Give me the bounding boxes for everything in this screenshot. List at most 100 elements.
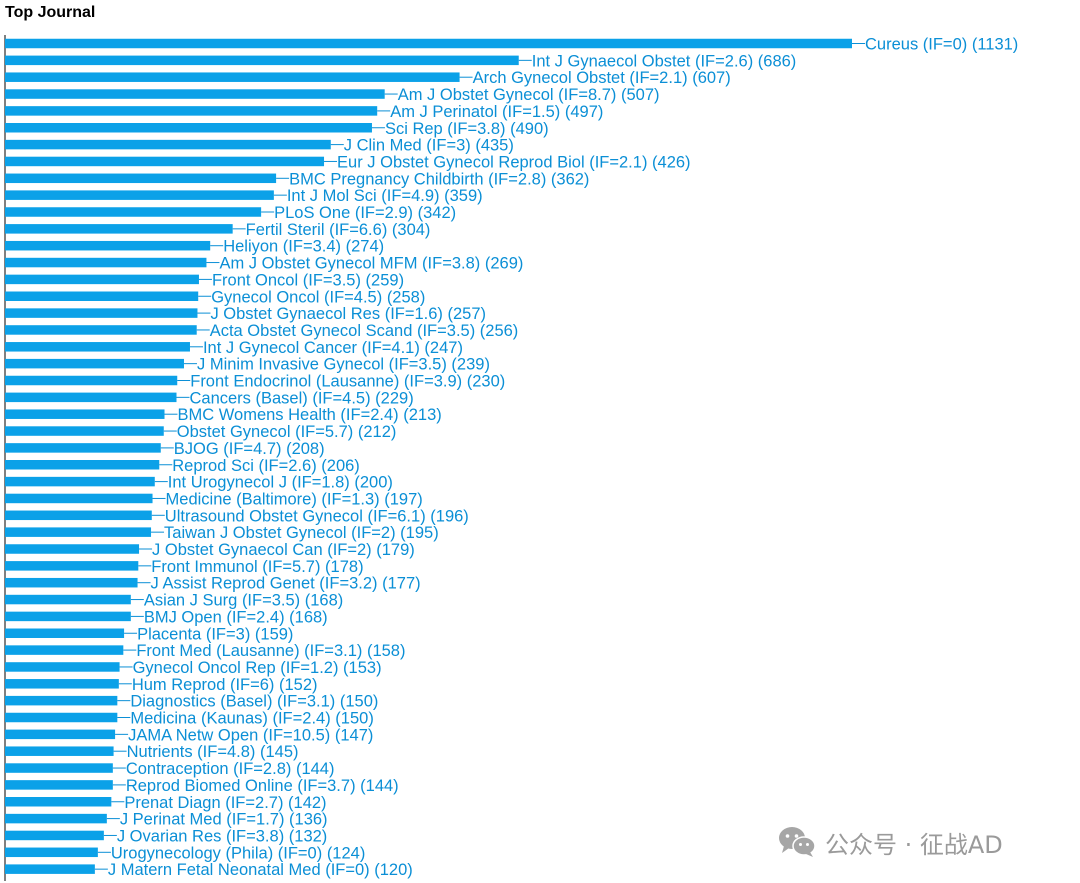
bar xyxy=(5,190,274,200)
bar-label: Acta Obstet Gynecol Scand (IF=3.5) (256) xyxy=(210,322,519,340)
bar-label: Ultrasound Obstet Gynecol (IF=6.1) (196) xyxy=(165,507,469,525)
bar-label: PLoS One (IF=2.9) (342) xyxy=(274,204,456,222)
bar-label: Fertil Steril (IF=6.6) (304) xyxy=(246,221,431,239)
chart-title: Top Journal xyxy=(5,4,96,21)
bar-label: Heliyon (IF=3.4) (274) xyxy=(223,238,384,256)
bar xyxy=(5,460,160,470)
bar-label: Diagnostics (Basel) (IF=3.1) (150) xyxy=(130,693,378,711)
bar-label: Am J Obstet Gynecol (IF=8.7) (507) xyxy=(398,86,660,104)
bar-label: Am J Obstet Gynecol MFM (IF=3.8) (269) xyxy=(219,255,523,273)
bar xyxy=(5,257,207,268)
wechat-icon xyxy=(779,827,816,857)
bars-group xyxy=(5,38,852,874)
bar-label: J Matern Fetal Neonatal Med (IF=0) (120) xyxy=(108,861,413,879)
bar xyxy=(5,780,113,790)
bar-label: Asian J Surg (IF=3.5) (168) xyxy=(144,592,343,610)
bar xyxy=(5,695,118,706)
bar xyxy=(5,527,152,537)
bar xyxy=(5,662,120,672)
bar xyxy=(5,358,184,369)
bar xyxy=(5,594,131,605)
bar xyxy=(5,797,112,807)
bar xyxy=(5,847,98,858)
bar xyxy=(5,628,125,638)
bar-label: Am J Perinatol (IF=1.5) (497) xyxy=(390,103,603,121)
bar-label: Prenat Diagn (IF=2.7) (142) xyxy=(124,794,326,812)
bar xyxy=(5,645,124,655)
bar-label: Reprod Sci (IF=2.6) (206) xyxy=(172,457,360,475)
bar-label: Urogynecology (Phila) (IF=0) (124) xyxy=(111,844,365,862)
bar-label: J Ovarian Res (IF=3.8) (132) xyxy=(117,827,327,845)
bar-label: Hum Reprod (IF=6) (152) xyxy=(132,676,318,694)
bar xyxy=(5,561,139,571)
bar-label: Gynecol Oncol (IF=4.5) (258) xyxy=(211,288,425,306)
bar-label: Eur J Obstet Gynecol Reprod Biol (IF=2.1… xyxy=(337,153,691,171)
bar xyxy=(5,173,277,184)
bar-label: Placenta (IF=3) (159) xyxy=(137,625,293,643)
bar-label: Cancers (Basel) (IF=4.5) (229) xyxy=(189,389,413,407)
bar xyxy=(5,207,262,217)
bar-label: Int J Mol Sci (IF=4.9) (359) xyxy=(287,187,483,205)
labels-group: Cureus (IF=0) (1131) Int J Gynaecol Obste… xyxy=(94,36,1018,879)
bar-label: Int Urogynecol J (IF=1.8) (200) xyxy=(168,474,393,492)
bar-label: Int J Gynaecol Obstet (IF=2.6) (686) xyxy=(532,52,797,70)
bar xyxy=(5,746,114,756)
bar xyxy=(5,308,198,318)
bar xyxy=(5,679,119,689)
bar xyxy=(5,342,190,352)
bar xyxy=(5,291,199,301)
bar-label: Gynecol Oncol Rep (IF=1.2) (153) xyxy=(133,659,382,677)
bar xyxy=(5,72,460,82)
bar xyxy=(5,240,211,251)
bar xyxy=(5,38,852,49)
bar-label: Sci Rep (IF=3.8) (490) xyxy=(385,120,549,138)
bar-label: Reprod Biomed Online (IF=3.7) (144) xyxy=(126,777,399,795)
bar-label: Medicina (Kaunas) (IF=2.4) (150) xyxy=(130,710,373,728)
bar-label: Front Immunol (IF=5.7) (178) xyxy=(151,558,363,576)
bar-label: Int J Gynecol Cancer (IF=4.1) (247) xyxy=(203,339,463,357)
bar xyxy=(5,611,131,622)
bar xyxy=(5,577,138,588)
bar xyxy=(5,510,152,521)
bar xyxy=(5,139,331,150)
bar xyxy=(5,493,153,504)
bar xyxy=(5,443,161,453)
bar-label: BMC Womens Health (IF=2.4) (213) xyxy=(178,406,442,424)
bar xyxy=(5,763,113,773)
bar-label: Arch Gynecol Obstet (IF=2.1) (607) xyxy=(473,69,731,87)
bar-label: J Obstet Gynaecol Res (IF=1.6) (257) xyxy=(210,305,486,323)
bar-label: Contraception (IF=2.8) (144) xyxy=(126,760,335,778)
bar xyxy=(5,712,118,723)
bar xyxy=(5,156,325,167)
bar xyxy=(5,830,104,841)
bar-label: JAMA Netw Open (IF=10.5) (147) xyxy=(128,726,373,744)
bar xyxy=(5,89,385,99)
bar xyxy=(5,409,165,419)
bar-label: Front Endocrinol (Lausanne) (IF=3.9) (23… xyxy=(190,373,505,391)
bar-label: Obstet Gynecol (IF=5.7) (212) xyxy=(177,423,397,441)
bar-label: J Minim Invasive Gynecol (IF=3.5) (239) xyxy=(197,356,490,374)
bar xyxy=(5,864,95,874)
bar-label: BMC Pregnancy Childbirth (IF=2.8) (362) xyxy=(289,170,589,188)
bar xyxy=(5,426,164,436)
bar-label: Nutrients (IF=4.8) (145) xyxy=(127,743,299,761)
bar-label: J Obstet Gynaecol Can (IF=2) (179) xyxy=(152,541,415,559)
bar xyxy=(5,55,519,66)
bar-label: J Perinat Med (IF=1.7) (136) xyxy=(120,811,328,829)
watermark: 公众号 · 征战AD xyxy=(777,824,1003,860)
bar-label: J Assist Reprod Genet (IF=3.2) (177) xyxy=(151,575,421,593)
bar-label: BMJ Open (IF=2.4) (168) xyxy=(144,608,328,626)
bar xyxy=(5,325,197,335)
bar xyxy=(5,274,199,285)
bar xyxy=(5,392,177,403)
bar-label: Cureus (IF=0) (1131) xyxy=(865,36,1018,54)
bar xyxy=(5,729,116,740)
bar xyxy=(5,813,107,824)
bar-label: Front Oncol (IF=3.5) (259) xyxy=(212,271,404,289)
bar-label: Front Med (Lausanne) (IF=3.1) (158) xyxy=(136,642,405,660)
bar xyxy=(5,123,372,133)
bar xyxy=(5,106,378,116)
bar xyxy=(5,224,233,234)
bar xyxy=(5,476,155,487)
